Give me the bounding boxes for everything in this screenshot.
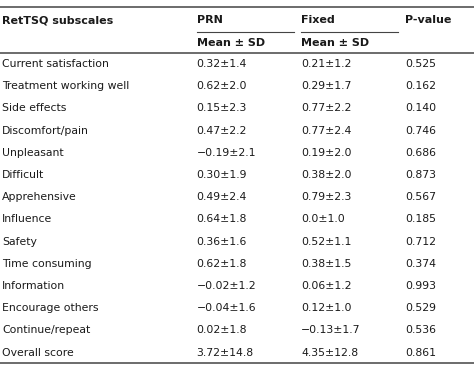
- Text: 0.529: 0.529: [405, 303, 436, 313]
- Text: 0.47±2.2: 0.47±2.2: [197, 126, 247, 136]
- Text: 0.77±2.2: 0.77±2.2: [301, 104, 351, 114]
- Text: 0.162: 0.162: [405, 81, 436, 91]
- Text: 0.15±2.3: 0.15±2.3: [197, 104, 247, 114]
- Text: 0.861: 0.861: [405, 348, 436, 358]
- Text: Current satisfaction: Current satisfaction: [2, 59, 109, 69]
- Text: Influence: Influence: [2, 215, 53, 225]
- Text: 0.567: 0.567: [405, 192, 436, 202]
- Text: Fixed: Fixed: [301, 15, 335, 26]
- Text: Mean ± SD: Mean ± SD: [197, 38, 265, 48]
- Text: 0.746: 0.746: [405, 126, 436, 136]
- Text: 0.140: 0.140: [405, 104, 437, 114]
- Text: P-value: P-value: [405, 15, 452, 26]
- Text: 0.29±1.7: 0.29±1.7: [301, 81, 351, 91]
- Text: 0.77±2.4: 0.77±2.4: [301, 126, 351, 136]
- Text: 0.62±2.0: 0.62±2.0: [197, 81, 247, 91]
- Text: 0.62±1.8: 0.62±1.8: [197, 259, 247, 269]
- Text: 0.38±1.5: 0.38±1.5: [301, 259, 351, 269]
- Text: Difficult: Difficult: [2, 170, 45, 180]
- Text: Discomfort/pain: Discomfort/pain: [2, 126, 89, 136]
- Text: −0.02±1.2: −0.02±1.2: [197, 281, 256, 291]
- Text: 0.64±1.8: 0.64±1.8: [197, 215, 247, 225]
- Text: 0.993: 0.993: [405, 281, 436, 291]
- Text: 0.49±2.4: 0.49±2.4: [197, 192, 247, 202]
- Text: 0.21±1.2: 0.21±1.2: [301, 59, 351, 69]
- Text: 4.35±12.8: 4.35±12.8: [301, 348, 358, 358]
- Text: 0.52±1.1: 0.52±1.1: [301, 237, 351, 247]
- Text: Encourage others: Encourage others: [2, 303, 99, 313]
- Text: 0.36±1.6: 0.36±1.6: [197, 237, 247, 247]
- Text: −0.19±2.1: −0.19±2.1: [197, 148, 256, 158]
- Text: 0.19±2.0: 0.19±2.0: [301, 148, 352, 158]
- Text: Side effects: Side effects: [2, 104, 67, 114]
- Text: Unpleasant: Unpleasant: [2, 148, 64, 158]
- Text: 0.525: 0.525: [405, 59, 436, 69]
- Text: Information: Information: [2, 281, 65, 291]
- Text: 0.712: 0.712: [405, 237, 436, 247]
- Text: −0.04±1.6: −0.04±1.6: [197, 303, 256, 313]
- Text: 0.873: 0.873: [405, 170, 436, 180]
- Text: 0.536: 0.536: [405, 326, 436, 336]
- Text: Continue/repeat: Continue/repeat: [2, 326, 91, 336]
- Text: Treatment working well: Treatment working well: [2, 81, 129, 91]
- Text: Mean ± SD: Mean ± SD: [301, 38, 369, 48]
- Text: RetTSQ subscales: RetTSQ subscales: [2, 15, 114, 26]
- Text: 0.38±2.0: 0.38±2.0: [301, 170, 352, 180]
- Text: PRN: PRN: [197, 15, 223, 26]
- Text: 0.686: 0.686: [405, 148, 436, 158]
- Text: 0.06±1.2: 0.06±1.2: [301, 281, 352, 291]
- Text: Overall score: Overall score: [2, 348, 74, 358]
- Text: 0.30±1.9: 0.30±1.9: [197, 170, 247, 180]
- Text: 0.374: 0.374: [405, 259, 436, 269]
- Text: Apprehensive: Apprehensive: [2, 192, 77, 202]
- Text: 0.32±1.4: 0.32±1.4: [197, 59, 247, 69]
- Text: Safety: Safety: [2, 237, 37, 247]
- Text: 3.72±14.8: 3.72±14.8: [197, 348, 254, 358]
- Text: 0.02±1.8: 0.02±1.8: [197, 326, 247, 336]
- Text: 0.185: 0.185: [405, 215, 436, 225]
- Text: 0.0±1.0: 0.0±1.0: [301, 215, 345, 225]
- Text: 0.12±1.0: 0.12±1.0: [301, 303, 352, 313]
- Text: 0.79±2.3: 0.79±2.3: [301, 192, 351, 202]
- Text: Time consuming: Time consuming: [2, 259, 92, 269]
- Text: −0.13±1.7: −0.13±1.7: [301, 326, 361, 336]
